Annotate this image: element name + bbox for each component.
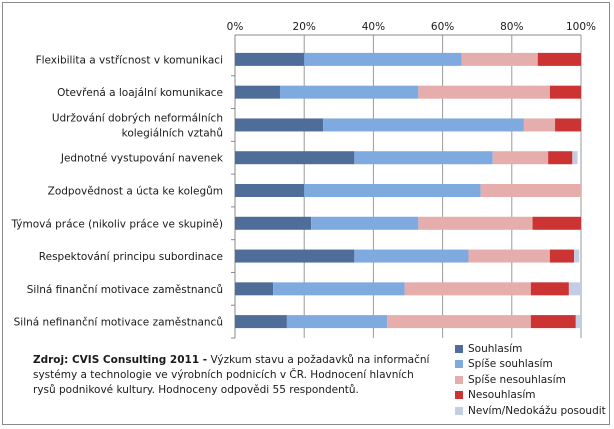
category-label: Flexibilita a vstřícnost v komunikaci — [36, 54, 223, 66]
legend-item: Spíše nesouhlasím — [455, 372, 606, 388]
legend-item: Nesouhlasím — [455, 388, 606, 404]
legend-swatch — [455, 391, 463, 400]
category-label: Jednotné vystupování navenek — [60, 153, 224, 165]
bar-segment — [304, 52, 462, 66]
legend: Souhlasím Spíše souhlasím Spíše nesouhlasí… — [455, 341, 606, 419]
bar-segment — [354, 151, 493, 165]
bar-segment — [548, 151, 573, 165]
bar-segment — [323, 118, 524, 132]
bar-segment — [461, 52, 538, 66]
bar-segment — [575, 315, 581, 329]
bar-segment — [480, 184, 581, 197]
bar-segment — [532, 216, 581, 230]
chart-frame: 0% 20% 40% 60% 80% 100% Flexibilita a vstřícno… — [2, 2, 610, 425]
bar-segment — [273, 282, 405, 296]
category-label: Otevřená a loajální komunikace — [57, 87, 223, 99]
source-text: Výzkum stavu a požadavků na informační s… — [33, 354, 430, 396]
category-label: Respektování principu subordinace — [39, 251, 223, 263]
bar-segment — [404, 282, 531, 296]
x-tick-label: 100% — [566, 21, 596, 33]
legend-item: Spíše souhlasím — [455, 357, 606, 373]
x-tick-label: 40% — [362, 21, 385, 33]
bar-segment — [387, 315, 531, 329]
bar-segment — [354, 249, 469, 263]
x-tick-label: 0% — [227, 21, 244, 33]
source-note: Zdroj: CVIS Consulting 2011 - Výzkum sta… — [33, 353, 433, 398]
bar-segment — [286, 315, 388, 329]
category-label: Udržování dobrých neformálních kolegiální… — [52, 112, 223, 139]
bar-segment — [235, 85, 280, 99]
bar-segment — [418, 85, 550, 99]
bar-segment — [572, 151, 578, 165]
bar-segment — [235, 315, 287, 329]
bar-segment — [235, 52, 305, 66]
x-tick-label: 60% — [431, 21, 454, 33]
category-label: Silná nefinanční motivace zaměstnanců — [14, 317, 223, 329]
legend-label: Nevím/Nedokážu posoudit — [468, 404, 606, 417]
bar-segment — [568, 282, 581, 296]
bar-segment — [492, 151, 549, 165]
bar-segment — [537, 52, 581, 66]
legend-label: Souhlasím — [468, 342, 523, 355]
bar-segment — [235, 216, 312, 230]
legend-label: Nesouhlasím — [468, 389, 536, 402]
source-label: Zdroj: CVIS Consulting 2011 - — [33, 354, 208, 366]
bar-segment — [468, 249, 550, 263]
bar-segment — [530, 315, 576, 329]
bar-segment — [235, 118, 324, 132]
legend-item: Nevím/Nedokážu posoudit — [455, 403, 606, 419]
stacked-bar-chart: 0% 20% 40% 60% 80% 100% Flexibilita a vstřícno… — [11, 21, 596, 339]
legend-label: Spíše nesouhlasím — [468, 373, 566, 386]
category-label: Týmová práce (nikoliv práce ve skupině) — [11, 218, 223, 230]
bar-segment — [304, 184, 481, 197]
bar-segment — [530, 282, 569, 296]
legend-swatch — [455, 406, 463, 415]
bar-segment — [235, 282, 274, 296]
bar-segment — [523, 118, 556, 132]
legend-swatch — [455, 360, 463, 369]
bar-segment — [235, 249, 355, 263]
category-label: Silná finanční motivace zaměstnanců — [27, 284, 223, 296]
bar-segment — [418, 216, 533, 230]
legend-swatch — [455, 375, 463, 384]
bar-segment — [549, 85, 581, 99]
bar-segment — [235, 151, 355, 165]
bar-segment — [279, 85, 419, 99]
bar-segment — [555, 118, 581, 132]
bar-segment — [235, 184, 305, 197]
bar-segment — [574, 249, 580, 263]
legend-label: Spíše souhlasím — [468, 358, 553, 371]
bar-segment — [311, 216, 419, 230]
category-label: Zodpovědnost a úcta ke kolegům — [48, 186, 223, 198]
x-tick-label: 20% — [293, 21, 316, 33]
bar-segment — [549, 249, 575, 263]
legend-item: Souhlasím — [455, 341, 606, 357]
legend-swatch — [455, 344, 463, 353]
x-tick-label: 80% — [500, 21, 523, 33]
